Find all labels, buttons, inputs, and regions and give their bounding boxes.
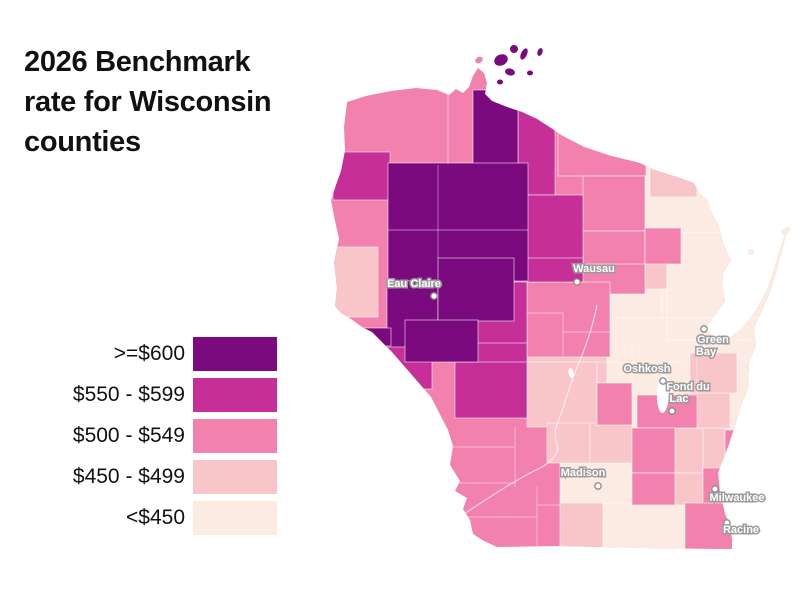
legend-item: >=$600	[0, 337, 277, 371]
wisconsin-river	[463, 304, 598, 515]
county-region-ozaukee	[702, 427, 726, 474]
county-region-columbia	[589, 422, 633, 464]
county-region-marathon-wood	[526, 281, 611, 358]
legend-label: $550 - $599	[72, 383, 185, 406]
county-region-oneida	[582, 175, 646, 232]
legend-label: <$450	[126, 506, 185, 529]
county-region-st-croix	[331, 246, 379, 318]
city-dot-eau-claire	[430, 292, 438, 300]
chart-title-line3: counties	[24, 126, 141, 158]
city-dot-green-bay	[700, 325, 708, 333]
county-region-rock-walworth	[602, 502, 689, 549]
lake	[656, 375, 670, 413]
county-region-dodge	[631, 427, 676, 474]
county-region-bayfield	[472, 89, 519, 167]
county-region-florence	[649, 162, 698, 198]
county-region-langlade	[644, 227, 682, 265]
city-label-fond-du-lac: Lac	[670, 393, 689, 405]
chart-title-line1: 2026 Benchmark	[24, 46, 251, 78]
lake-winnebago	[568, 368, 670, 413]
legend-label: $450 - $499	[72, 465, 185, 488]
county-region-manitowoc	[689, 352, 738, 394]
city-label-eau-claire: Eau Claire	[387, 278, 441, 290]
city-label-green-bay: Bay	[696, 346, 717, 358]
legend: >=$600 $550 - $599 $500 - $549 $450 - $499 <…	[0, 337, 277, 542]
county-region-monroe	[454, 361, 528, 419]
city-dot-milwaukee	[711, 485, 719, 493]
county-region-jefferson	[631, 472, 676, 506]
city-dot-madison	[594, 482, 602, 490]
island	[527, 70, 533, 76]
island	[747, 249, 755, 255]
island	[537, 48, 543, 56]
island	[520, 48, 528, 60]
rivers-and-lakes	[463, 304, 670, 515]
county-region-price	[517, 194, 584, 271]
legend-swatch	[193, 378, 277, 412]
city-label-wausau: Wausau	[573, 263, 615, 275]
legend-item: $450 - $499	[0, 460, 277, 494]
county-border-lines	[388, 92, 750, 547]
island	[494, 54, 508, 66]
legend-label: $500 - $549	[72, 424, 185, 447]
chart-title: 2026 Benchmark rate for Wisconsin counti…	[24, 42, 344, 162]
legend-label: >=$600	[113, 342, 185, 365]
island	[505, 68, 515, 76]
city-label-fond-du-lac: Fond du	[666, 381, 709, 393]
county-region-pepin	[361, 327, 392, 347]
county-region-juneau-adams	[526, 361, 598, 428]
city-dot-racine	[723, 519, 731, 527]
legend-swatch	[193, 419, 277, 453]
chart-title-line2: rate for Wisconsin	[24, 86, 272, 118]
city-label-racine: Racine	[723, 524, 759, 536]
city-dot-fond-du-lac	[668, 407, 676, 415]
islands	[475, 45, 791, 255]
county-region-green-cty	[559, 502, 604, 549]
island	[510, 45, 518, 53]
city-label-milwaukee: Milwaukee	[709, 492, 764, 504]
county-region-marquette	[596, 382, 633, 426]
legend-item: <$450	[0, 501, 277, 535]
city-dot-wausau	[573, 278, 581, 286]
city-dot-oshkosh	[659, 377, 667, 385]
city-label-oshkosh: Oshkosh	[623, 363, 670, 375]
city-label-green-bay: Green	[697, 334, 729, 346]
county-region-eau-claire-cty	[404, 319, 479, 363]
island	[497, 79, 503, 85]
island	[781, 226, 791, 236]
lake	[568, 368, 574, 378]
county-region-washington	[674, 427, 704, 474]
county-region-vilas	[557, 127, 647, 177]
legend-swatch	[193, 501, 277, 535]
city-label-madison: Madison	[561, 467, 606, 479]
legend-swatch	[193, 460, 277, 494]
legend-swatch	[193, 337, 277, 371]
legend-item: $550 - $599	[0, 378, 277, 412]
county-region-waukesha	[674, 472, 706, 506]
county-region-chippewa	[437, 257, 515, 322]
island	[475, 56, 483, 64]
legend-item: $500 - $549	[0, 419, 277, 453]
county-region-burnett	[332, 151, 391, 201]
